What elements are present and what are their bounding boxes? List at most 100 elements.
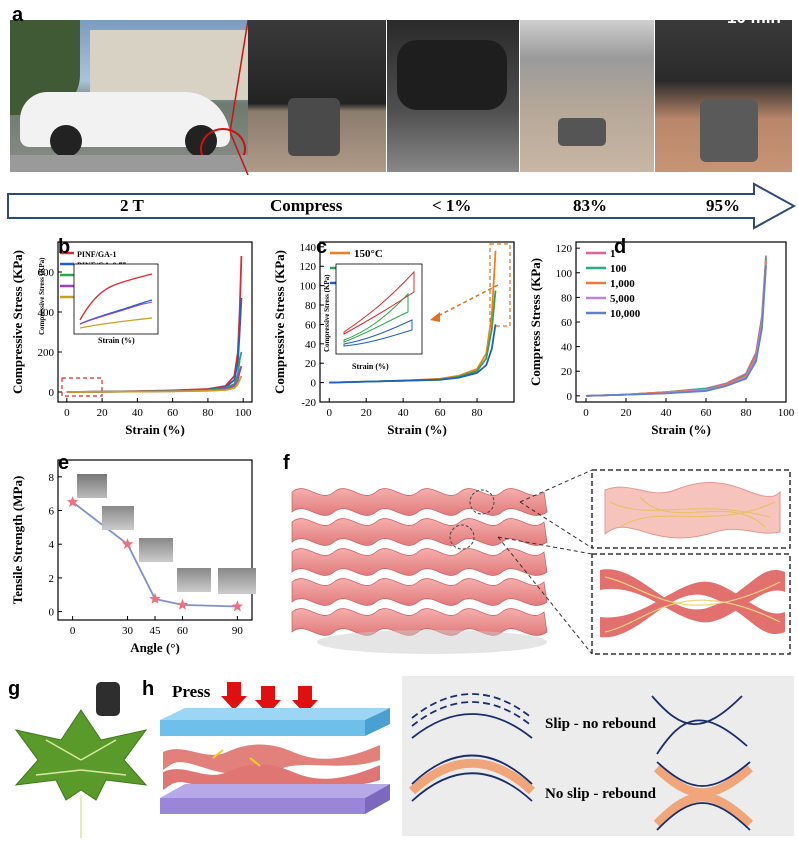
data-point-star: [231, 600, 244, 612]
press-diagram: [160, 682, 390, 814]
x-tick-label: 0: [64, 407, 70, 419]
zoom-box-c: [430, 243, 511, 327]
y-tick-label: 80: [561, 292, 573, 304]
x-axis-label: Strain (%): [125, 422, 185, 437]
x-axis-label: Angle (°): [130, 640, 180, 655]
inset-b: [73, 263, 159, 335]
y-tick-label: 40: [561, 342, 573, 354]
process-arrow: [7, 182, 797, 230]
sheet-stack: [291, 488, 548, 636]
panel-label-b: b: [58, 236, 71, 258]
recovered-sample: [700, 100, 758, 162]
legend-label: 1,000: [610, 278, 635, 290]
press-label: Press: [172, 682, 211, 701]
tire-tread: [397, 40, 507, 110]
inset-c: [335, 263, 423, 355]
slip-label: Slip - no rebound: [545, 716, 657, 732]
data-point-star: [149, 592, 161, 604]
y-tick-label: 6: [49, 506, 55, 518]
y-tick-label: 60: [561, 317, 573, 329]
x-tick-label: 100: [778, 407, 795, 419]
arrow-label-lt1: < 1%: [432, 196, 472, 215]
x-tick-label: 20: [97, 407, 109, 419]
zoom-box-b: [61, 377, 103, 397]
arrow-label-95: 95%: [706, 196, 740, 215]
inset-c-ylabel: Compressive Stress (KPa): [323, 274, 331, 352]
legend-label: 1: [610, 248, 616, 260]
wavy-sheet: [291, 488, 548, 516]
y-axis-label: Compressive Stress (KPa): [272, 250, 287, 394]
series-line-1: [585, 255, 767, 397]
layered-structure: [291, 488, 548, 654]
legend-label: 100: [610, 263, 627, 275]
building: [90, 30, 248, 100]
noslip-label: No slip - rebound: [545, 786, 657, 802]
plot-frame: [57, 241, 253, 403]
panel-label-f: f: [283, 452, 290, 474]
y-tick-label: 200: [38, 347, 55, 359]
panel-label-a: a: [12, 4, 24, 26]
y-tick-label: 8: [49, 472, 55, 484]
y-tick-label: 100: [300, 281, 317, 293]
y-tick-label: 600: [38, 267, 55, 279]
aerogel-on-leaf: [96, 682, 120, 716]
y-axis-label: Compress Stress (KPa): [528, 258, 543, 386]
x-tick-label: 40: [398, 407, 410, 419]
x-tick-label: 60: [701, 407, 713, 419]
y-axis-label: Compressive Stress (KPa): [10, 250, 25, 394]
y-tick-label: 80: [305, 300, 317, 312]
tensile-photo-30: [102, 506, 134, 530]
legend-label: 10,000: [610, 308, 641, 320]
y-tick-label: 20: [561, 366, 573, 378]
inset-b-xlabel: Strain (%): [98, 336, 135, 345]
legend-label: 150°C: [354, 248, 383, 260]
plot-frame: [575, 241, 787, 403]
car-wheel-front: [50, 125, 82, 157]
y-tick-label: 140: [300, 242, 317, 254]
arrow-label-compress: Compress: [270, 196, 343, 215]
ground: [10, 155, 248, 172]
y-tick-label: 120: [556, 243, 573, 255]
tire-photo-1: [248, 20, 386, 172]
tire-photo-2: [387, 20, 519, 172]
legend-label: PINF/GA-1: [77, 250, 117, 259]
aerogel-sample: [288, 98, 340, 156]
tire-photo-3: [520, 20, 654, 172]
mechanism-diagram: [408, 693, 754, 831]
inset-c-xlabel: Strain (%): [352, 362, 389, 371]
y-tick-label: 2: [49, 573, 55, 585]
x-tick-label: 40: [132, 407, 144, 419]
x-tick-label: 80: [741, 407, 753, 419]
series-line--30°C: [329, 324, 497, 384]
y-tick-label: 0: [567, 391, 573, 403]
wavy-sheet: [291, 548, 548, 576]
x-tick-label: 90: [232, 625, 244, 637]
chart-d: 0 20 40 60 80 100 0 20 40 60 80 100 120 Strain (%) Com…: [528, 241, 795, 437]
data-point-star: [121, 538, 134, 550]
tensile-photo-60: [177, 568, 211, 592]
panel-label-e: e: [58, 452, 70, 474]
x-tick-label: 80: [472, 407, 484, 419]
series-line-GA: [66, 375, 243, 393]
y-tick-label: 20: [305, 358, 317, 370]
y-tick-label: 60: [305, 319, 317, 331]
y-tick-label: 40: [305, 339, 317, 351]
panel-label-h: h: [142, 678, 155, 700]
x-tick-label: 20: [621, 407, 633, 419]
x-tick-label: 60: [167, 407, 179, 419]
arrow-label-83: 83%: [573, 196, 607, 215]
x-tick-label: 40: [661, 407, 673, 419]
tensile-photo-45: [139, 538, 173, 562]
x-tick-label: 0: [583, 407, 589, 419]
wavy-sheet: [291, 578, 548, 606]
x-tick-label: 45: [150, 625, 162, 637]
y-axis-label: Tensile Strength (MPa): [10, 476, 25, 605]
zoom-lines: [230, 20, 249, 175]
x-tick-label: 100: [235, 407, 252, 419]
y-tick-label: 4: [49, 539, 55, 551]
legend-label: 5,000: [610, 293, 635, 305]
data-point-star: [176, 598, 189, 610]
x-axis-label: Strain (%): [387, 422, 447, 437]
chart-e: 0 30 45 60 90 0 2 4 6 8 Angle (°) Tensile Strength …: [10, 459, 253, 655]
x-tick-label: 60: [177, 625, 189, 637]
